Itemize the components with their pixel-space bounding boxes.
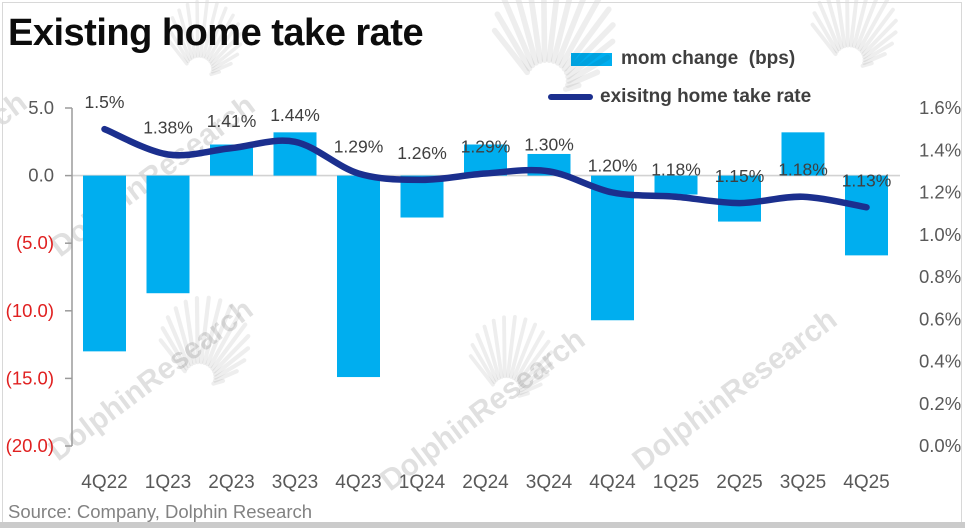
bar-3Q25 <box>781 132 825 176</box>
x-axis-label: 1Q24 <box>399 472 446 493</box>
right-axis-label: 0.8% <box>919 266 961 287</box>
left-axis-label: (5.0) <box>16 232 54 253</box>
x-axis-label: 4Q25 <box>843 472 889 493</box>
right-axis-label: 0.2% <box>919 393 961 414</box>
data-label: 1.29% <box>461 136 511 156</box>
legend-item-bar: mom change (bps) <box>548 46 948 72</box>
left-axis: 5.0 0.0 (5.0) (10.0) (15.0) (20.0) <box>6 97 73 456</box>
watermark-fan <box>158 295 251 386</box>
right-axis-label: 0.6% <box>919 308 961 329</box>
bar-4Q24 <box>591 175 634 321</box>
watermark-text: DolphinResearch <box>626 303 843 478</box>
line-series-label: exisitng home take rate <box>600 86 812 107</box>
bar-4Q23 <box>337 175 380 378</box>
x-axis-label: 2Q23 <box>208 472 254 493</box>
bar-series-swatch <box>571 52 612 66</box>
chart-title: Existing home take rate <box>8 12 424 54</box>
data-label: 1.15% <box>715 166 765 186</box>
data-label: 1.13% <box>842 170 892 190</box>
data-label: 1.18% <box>778 160 828 180</box>
left-axis-label: 0.0 <box>28 165 54 186</box>
bar-2Q25 <box>718 175 761 222</box>
data-label: 1.41% <box>207 111 257 131</box>
legend: mom change (bps) exisitng home take rate <box>548 46 948 110</box>
data-label: 1.44% <box>270 105 320 125</box>
watermark-fan <box>164 0 243 77</box>
x-axis-label: 4Q24 <box>589 472 636 493</box>
x-axis-label: 4Q22 <box>81 472 127 493</box>
watermark-fan <box>491 0 616 92</box>
data-label: 1.18% <box>651 160 701 180</box>
x-axis-label: 1Q23 <box>145 472 191 493</box>
data-label: 1.30% <box>524 134 574 154</box>
x-axis-label: 2Q24 <box>462 472 509 493</box>
data-label: 1.20% <box>588 156 638 176</box>
x-axis-label: 2Q25 <box>716 472 762 493</box>
left-axis-label: (20.0) <box>6 435 54 456</box>
left-axis-label: (15.0) <box>6 367 54 388</box>
bar-4Q25 <box>845 175 888 256</box>
legend-item-line: exisitng home take rate <box>548 84 948 110</box>
right-axis-label: 1.6% <box>919 97 961 118</box>
watermark-fan <box>810 0 898 68</box>
bar-4Q22 <box>83 175 126 352</box>
x-axis-label: 3Q24 <box>526 472 573 493</box>
data-label: 1.29% <box>334 136 384 156</box>
data-label: 1.5% <box>85 92 125 112</box>
bar-1Q25 <box>654 175 698 195</box>
x-axis-label: 3Q23 <box>272 472 318 493</box>
x-axis-label: 1Q25 <box>653 472 699 493</box>
watermark-text: DolphinResearch <box>42 293 259 468</box>
right-axis-label: 0.0% <box>919 435 961 456</box>
right-axis-label: 1.4% <box>919 139 961 160</box>
right-axis-label: 0.4% <box>919 351 961 372</box>
watermark-fan <box>468 314 554 398</box>
right-axis-label: 1.0% <box>919 224 961 245</box>
source-note: Source: Company, Dolphin Research <box>8 501 313 522</box>
bottom-edge-bar <box>0 522 965 528</box>
bar-series <box>83 132 888 378</box>
bar-series-label: mom change (bps) <box>621 48 796 69</box>
x-axis-label: 3Q25 <box>780 472 826 493</box>
x-axis-label: 4Q23 <box>335 472 381 493</box>
line-series-swatch <box>548 94 593 100</box>
left-axis-label: (10.0) <box>6 300 54 321</box>
right-axis-label: 1.2% <box>919 182 961 203</box>
bar-1Q23 <box>146 175 190 294</box>
data-label: 1.26% <box>397 143 447 163</box>
left-axis-label: 5.0 <box>28 97 54 118</box>
data-label: 1.38% <box>143 117 193 137</box>
take-rate-line <box>101 125 870 211</box>
